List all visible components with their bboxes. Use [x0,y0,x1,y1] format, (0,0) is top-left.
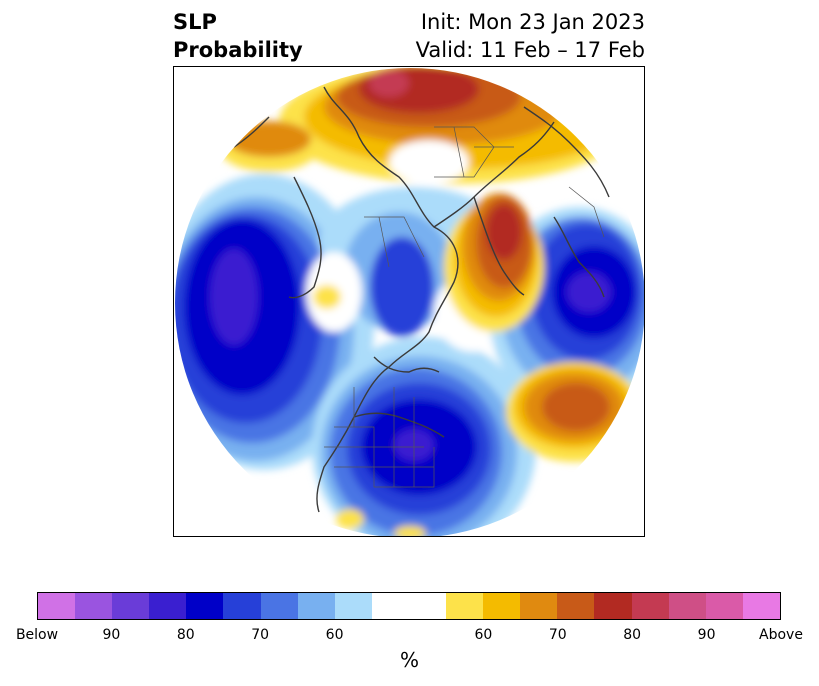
colorbar-tick-label: 60 [474,627,493,643]
colorbar-tick-label: 90 [697,627,716,643]
europe-above-80 [369,69,409,97]
colorbar-tick-label: Below [15,627,59,643]
colorbar-segment [594,593,632,619]
colorbar-segment [149,593,187,619]
pacific-above-70 [542,383,610,431]
valid-date-range: Valid: 11 Feb – 17 Feb [415,38,645,62]
colorbar-segment [631,593,669,619]
colorbar-tick-labels: Below 90 80 70 60 60 70 80 90 Above [0,627,819,647]
title-line-2: Probability [173,38,303,62]
colorbar [37,592,781,620]
pacific-below-85 [210,249,258,345]
title-line-1: SLP [173,10,217,34]
colorbar-tick-label: 70 [548,627,567,643]
colorbar-segment [668,593,706,619]
colorbar-segment [260,593,298,619]
probability-map [175,68,644,536]
colorbar-segment [223,593,261,619]
borders [324,126,605,488]
colorbar-segment [557,593,595,619]
map-panel [173,66,645,537]
plot-title: SLP Probability [173,8,303,64]
small-above-2 [336,509,364,529]
colorbar-segment [371,593,409,619]
colorbar-unit-label: % [399,648,419,672]
colorbar-segment [483,593,521,619]
atlantic-gap [389,140,469,184]
forecast-dates: Init: Mon 23 Jan 2023 Valid: 11 Feb – 17… [416,8,645,64]
colorbar-segment [334,593,372,619]
small-above-3 [394,526,426,536]
colorbar-segment [38,593,76,619]
init-date: Init: Mon 23 Jan 2023 [420,10,645,34]
colorbar-segment [75,593,113,619]
colorbar-tick-label: 90 [102,627,121,643]
colorbar-tick-label: 80 [623,627,642,643]
colorbar-tick-label: Above [759,627,803,643]
small-above-1 [313,285,341,309]
colorbar-segment [186,593,224,619]
colorbar-segment [446,593,484,619]
colorbar-tick-label: 70 [251,627,270,643]
colorbar-segment [742,593,780,619]
colorbar-segment [705,593,743,619]
colorbar-segment [520,593,558,619]
asia-below-85 [567,272,611,312]
greenland-above-60 [227,121,311,157]
arctic-below-70 [370,237,434,337]
coastlines [233,86,610,513]
siberia-above-75 [486,204,522,260]
colorbar-segment [408,593,447,619]
colorbar-segment [297,593,335,619]
colorbar-segment [112,593,150,619]
colorbar-tick-label: 80 [176,627,195,643]
colorbar-tick-label: 60 [325,627,344,643]
